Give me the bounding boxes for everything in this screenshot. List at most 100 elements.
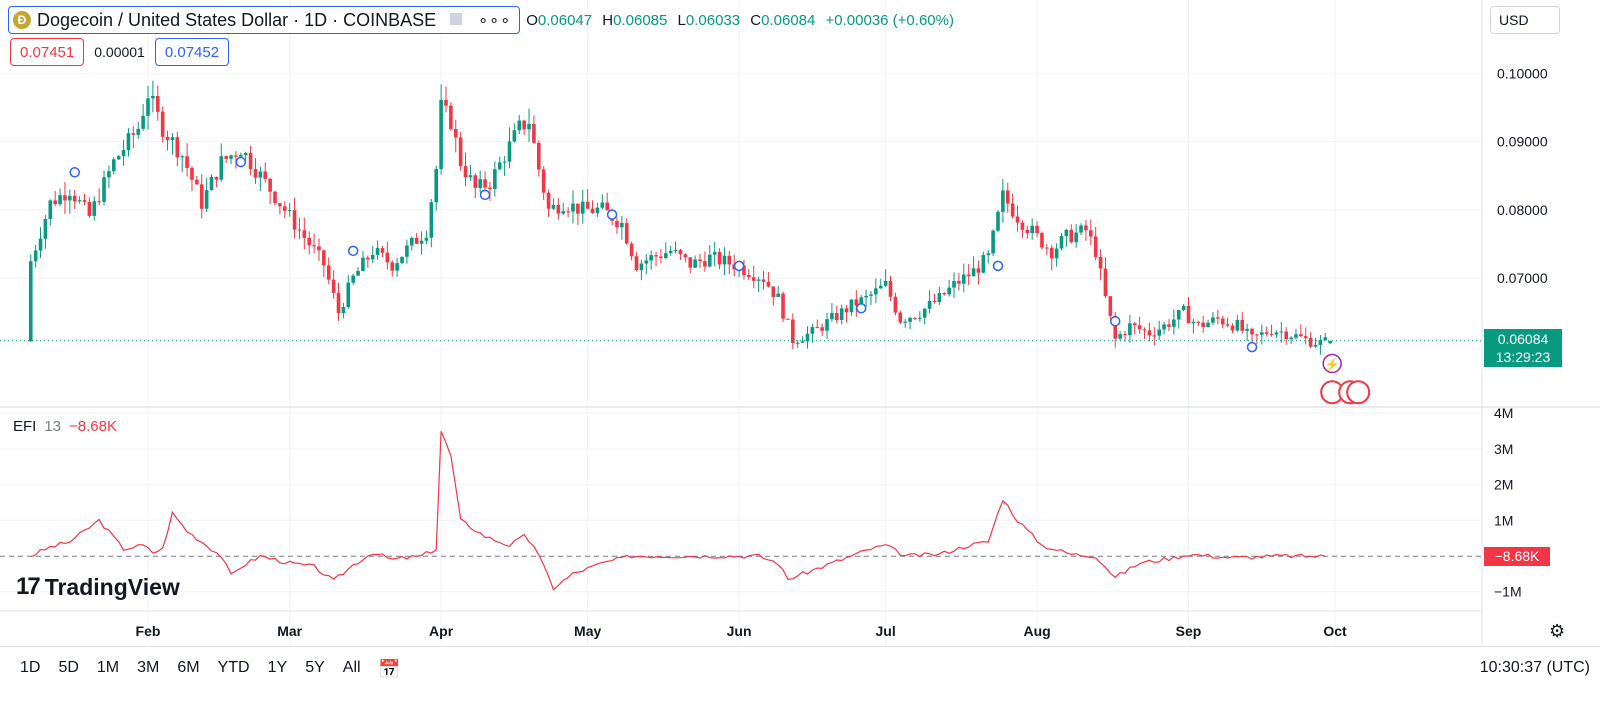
efi-period: 13 xyxy=(44,418,62,435)
grid-lines xyxy=(0,0,1482,645)
candle-body xyxy=(1098,256,1103,269)
high-value: 0.06085 xyxy=(613,11,668,29)
candle-body xyxy=(287,210,292,212)
candle-body xyxy=(981,255,986,273)
sell-button[interactable]: 0.07451 xyxy=(10,38,85,66)
gear-icon[interactable]: ⚙ xyxy=(1549,621,1566,641)
candle-body xyxy=(761,279,766,282)
symbol-title-box[interactable]: Đ Dogecoin / United States Dollar · 1D ·… xyxy=(8,6,521,34)
candle-body xyxy=(439,99,443,170)
candle-body xyxy=(1328,340,1332,344)
candle-body xyxy=(1064,229,1069,236)
efi-name: EFI xyxy=(13,418,37,435)
candle-body xyxy=(380,248,385,253)
candle-body xyxy=(107,171,111,178)
candle-body xyxy=(522,120,526,130)
candle-body xyxy=(1289,337,1293,340)
candle-body xyxy=(952,280,956,288)
candle-body xyxy=(190,167,194,180)
efi-axis-label: −1M xyxy=(1494,584,1522,600)
time-axis-label: Oct xyxy=(1323,623,1347,639)
candle-body xyxy=(165,136,170,141)
candle-body xyxy=(312,245,316,247)
buy-button[interactable]: 0.07452 xyxy=(154,38,230,66)
candle-body xyxy=(405,245,409,257)
candle-body xyxy=(453,128,458,138)
candle-body xyxy=(38,238,43,251)
candle-body xyxy=(795,342,800,344)
range-ytd[interactable]: YTD xyxy=(217,659,250,676)
candle-body xyxy=(1069,229,1074,243)
candle-body xyxy=(595,207,600,213)
calendar-icon[interactable]: 📅 xyxy=(378,659,401,679)
price-axis-label: 0.09000 xyxy=(1497,134,1548,150)
bottom-toolbar: 1D 5D 1M 3M 6M YTD 1Y 5Y All 📅 10:30:37 … xyxy=(0,646,1600,703)
candle-body xyxy=(532,123,536,143)
candle-body xyxy=(791,319,795,344)
candle-body xyxy=(239,155,243,157)
more-options-icon[interactable]: ∘∘∘ xyxy=(478,12,512,29)
candle-body xyxy=(1196,321,1201,323)
range-all[interactable]: All xyxy=(342,659,361,676)
range-3m[interactable]: 3M xyxy=(137,659,160,676)
candle-body xyxy=(209,176,214,191)
candle-body xyxy=(854,299,859,306)
candle-body xyxy=(585,201,590,209)
candle-body xyxy=(1172,319,1176,327)
candle-body xyxy=(116,156,121,160)
candle-body xyxy=(356,270,360,276)
range-6m[interactable]: 6M xyxy=(177,659,200,676)
candle-body xyxy=(160,111,165,137)
candle-body xyxy=(1167,324,1171,327)
time-axis-label: Feb xyxy=(136,623,161,639)
candle-body xyxy=(722,255,727,265)
candle-body xyxy=(556,204,561,214)
range-1y[interactable]: 1Y xyxy=(267,659,288,676)
candle-body xyxy=(1054,248,1059,259)
candle-body xyxy=(1303,336,1308,339)
price-axis-label: 0.10000 xyxy=(1497,65,1548,81)
candle-body xyxy=(546,192,551,209)
open-label: O xyxy=(526,11,538,29)
candle-body xyxy=(1313,344,1318,347)
candle-body xyxy=(1079,225,1083,233)
utc-clock[interactable]: 10:30:37 (UTC) xyxy=(1479,659,1590,676)
candle-body xyxy=(1147,330,1152,336)
candle-body xyxy=(756,279,761,281)
candle-body xyxy=(366,257,370,260)
range-selector: 1D 5D 1M 3M 6M YTD 1Y 5Y All xyxy=(20,659,361,677)
candle-body xyxy=(1025,229,1030,233)
candle-body xyxy=(537,142,541,170)
candle-body xyxy=(1294,334,1298,338)
range-1d[interactable]: 1D xyxy=(20,659,41,676)
currency-selector[interactable]: USD xyxy=(1490,6,1560,34)
symbol-title[interactable]: Dogecoin / United States Dollar · 1D · C… xyxy=(37,9,437,30)
candle-body xyxy=(903,321,907,323)
candle-body xyxy=(566,211,570,213)
tradingview-logo[interactable]: 17 TradingView xyxy=(16,573,180,601)
flag-icon[interactable] xyxy=(450,13,464,27)
range-5y[interactable]: 5Y xyxy=(305,659,325,676)
bar-countdown: 13:29:23 xyxy=(1495,349,1551,365)
candle-body xyxy=(424,237,429,241)
candle-body xyxy=(820,327,824,331)
candle-body xyxy=(449,105,453,129)
event-marker-icon xyxy=(479,189,491,201)
candle-body xyxy=(326,265,331,280)
candle-body xyxy=(1040,233,1044,248)
candle-body xyxy=(961,274,966,284)
range-1m[interactable]: 1M xyxy=(96,659,120,676)
candle-body xyxy=(673,250,678,252)
candle-body xyxy=(263,171,268,179)
efi-value: −8.68K xyxy=(69,418,117,435)
candle-body xyxy=(859,297,864,306)
time-axis-label: Jul xyxy=(876,623,896,639)
candle-body xyxy=(458,137,463,167)
candle-body xyxy=(830,313,834,320)
candle-body xyxy=(375,248,380,255)
range-5d[interactable]: 5D xyxy=(58,659,79,676)
candle-body xyxy=(336,292,341,314)
candle-body xyxy=(766,281,771,287)
candle-body xyxy=(957,280,961,284)
